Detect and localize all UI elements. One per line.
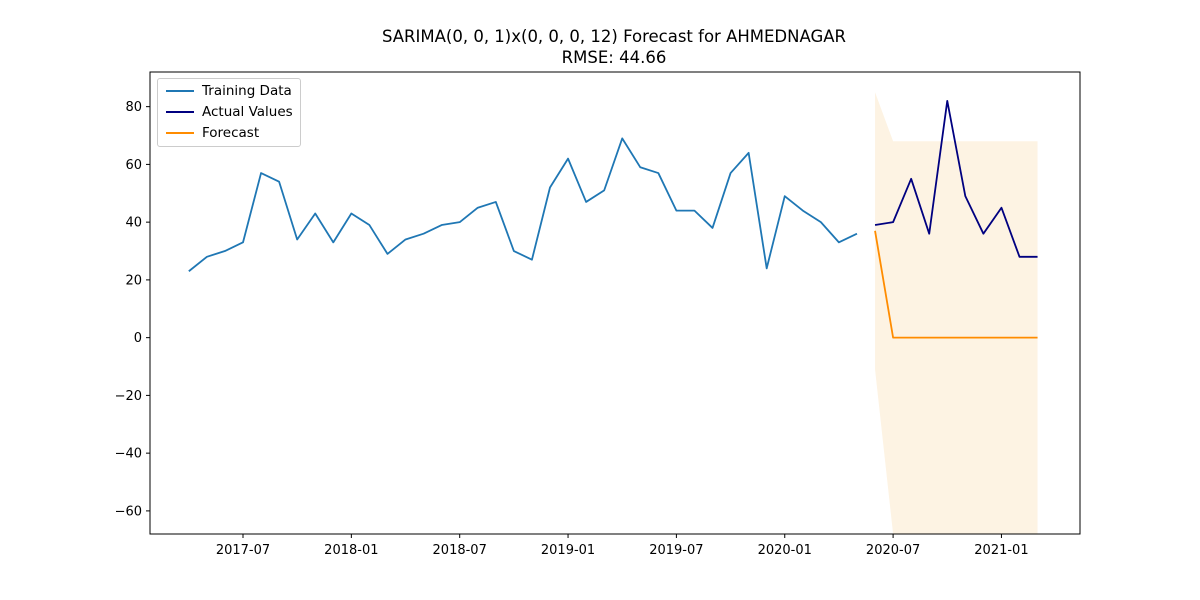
y-tick-label: 40 (125, 216, 142, 231)
forecast-line (874, 230, 1038, 339)
y-tick-label: 80 (125, 100, 142, 115)
y-tick-label: −60 (115, 504, 142, 519)
chart-title: SARIMA(0, 0, 1)x(0, 0, 0, 12) Forecast f… (381, 27, 847, 46)
x-tick-label: 2019-07 (649, 543, 703, 558)
legend-label-actual: Actual Values (202, 104, 293, 120)
x-tick-label: 2020-01 (758, 543, 812, 558)
legend-swatch-training (166, 90, 194, 92)
legend-swatch-forecast (166, 132, 194, 134)
x-tick-label: 2018-07 (433, 543, 487, 558)
y-axis: 80 60 40 20 0 −20 −40 −60 (115, 100, 150, 519)
plot-frame (149, 71, 1081, 535)
x-tick-label: 2017-07 (216, 543, 270, 558)
y-tick-label: −20 (115, 389, 142, 404)
training-data-line (188, 137, 858, 272)
x-tick-label: 2021-01 (974, 543, 1028, 558)
y-tick-label: 0 (134, 331, 142, 346)
legend-item-forecast: Forecast (166, 123, 259, 143)
actual-values-line (874, 99, 1038, 258)
x-tick-label: 2019-01 (541, 543, 595, 558)
legend-item-training: Training Data (166, 81, 292, 101)
x-tick-label: 2018-01 (324, 543, 378, 558)
y-tick-label: 20 (125, 273, 142, 288)
legend-label-training: Training Data (202, 83, 292, 99)
chart-subtitle: RMSE: 44.66 (561, 48, 667, 67)
forecast-confidence-band (875, 92, 1038, 535)
y-tick-label: −40 (115, 447, 142, 462)
x-axis: 2017-07 2018-01 2018-07 2019-01 2019-07 2020-… (216, 534, 1029, 558)
confidence-band-layer (875, 92, 1038, 535)
legend-swatch-actual (166, 111, 194, 113)
y-tick-label: 60 (125, 158, 142, 173)
series-layer (188, 99, 1038, 339)
legend-label-forecast: Forecast (202, 125, 260, 141)
legend: Training Data Actual Values Forecast (157, 78, 301, 147)
x-tick-label: 2020-07 (866, 543, 920, 558)
legend-item-actual: Actual Values (166, 102, 293, 122)
